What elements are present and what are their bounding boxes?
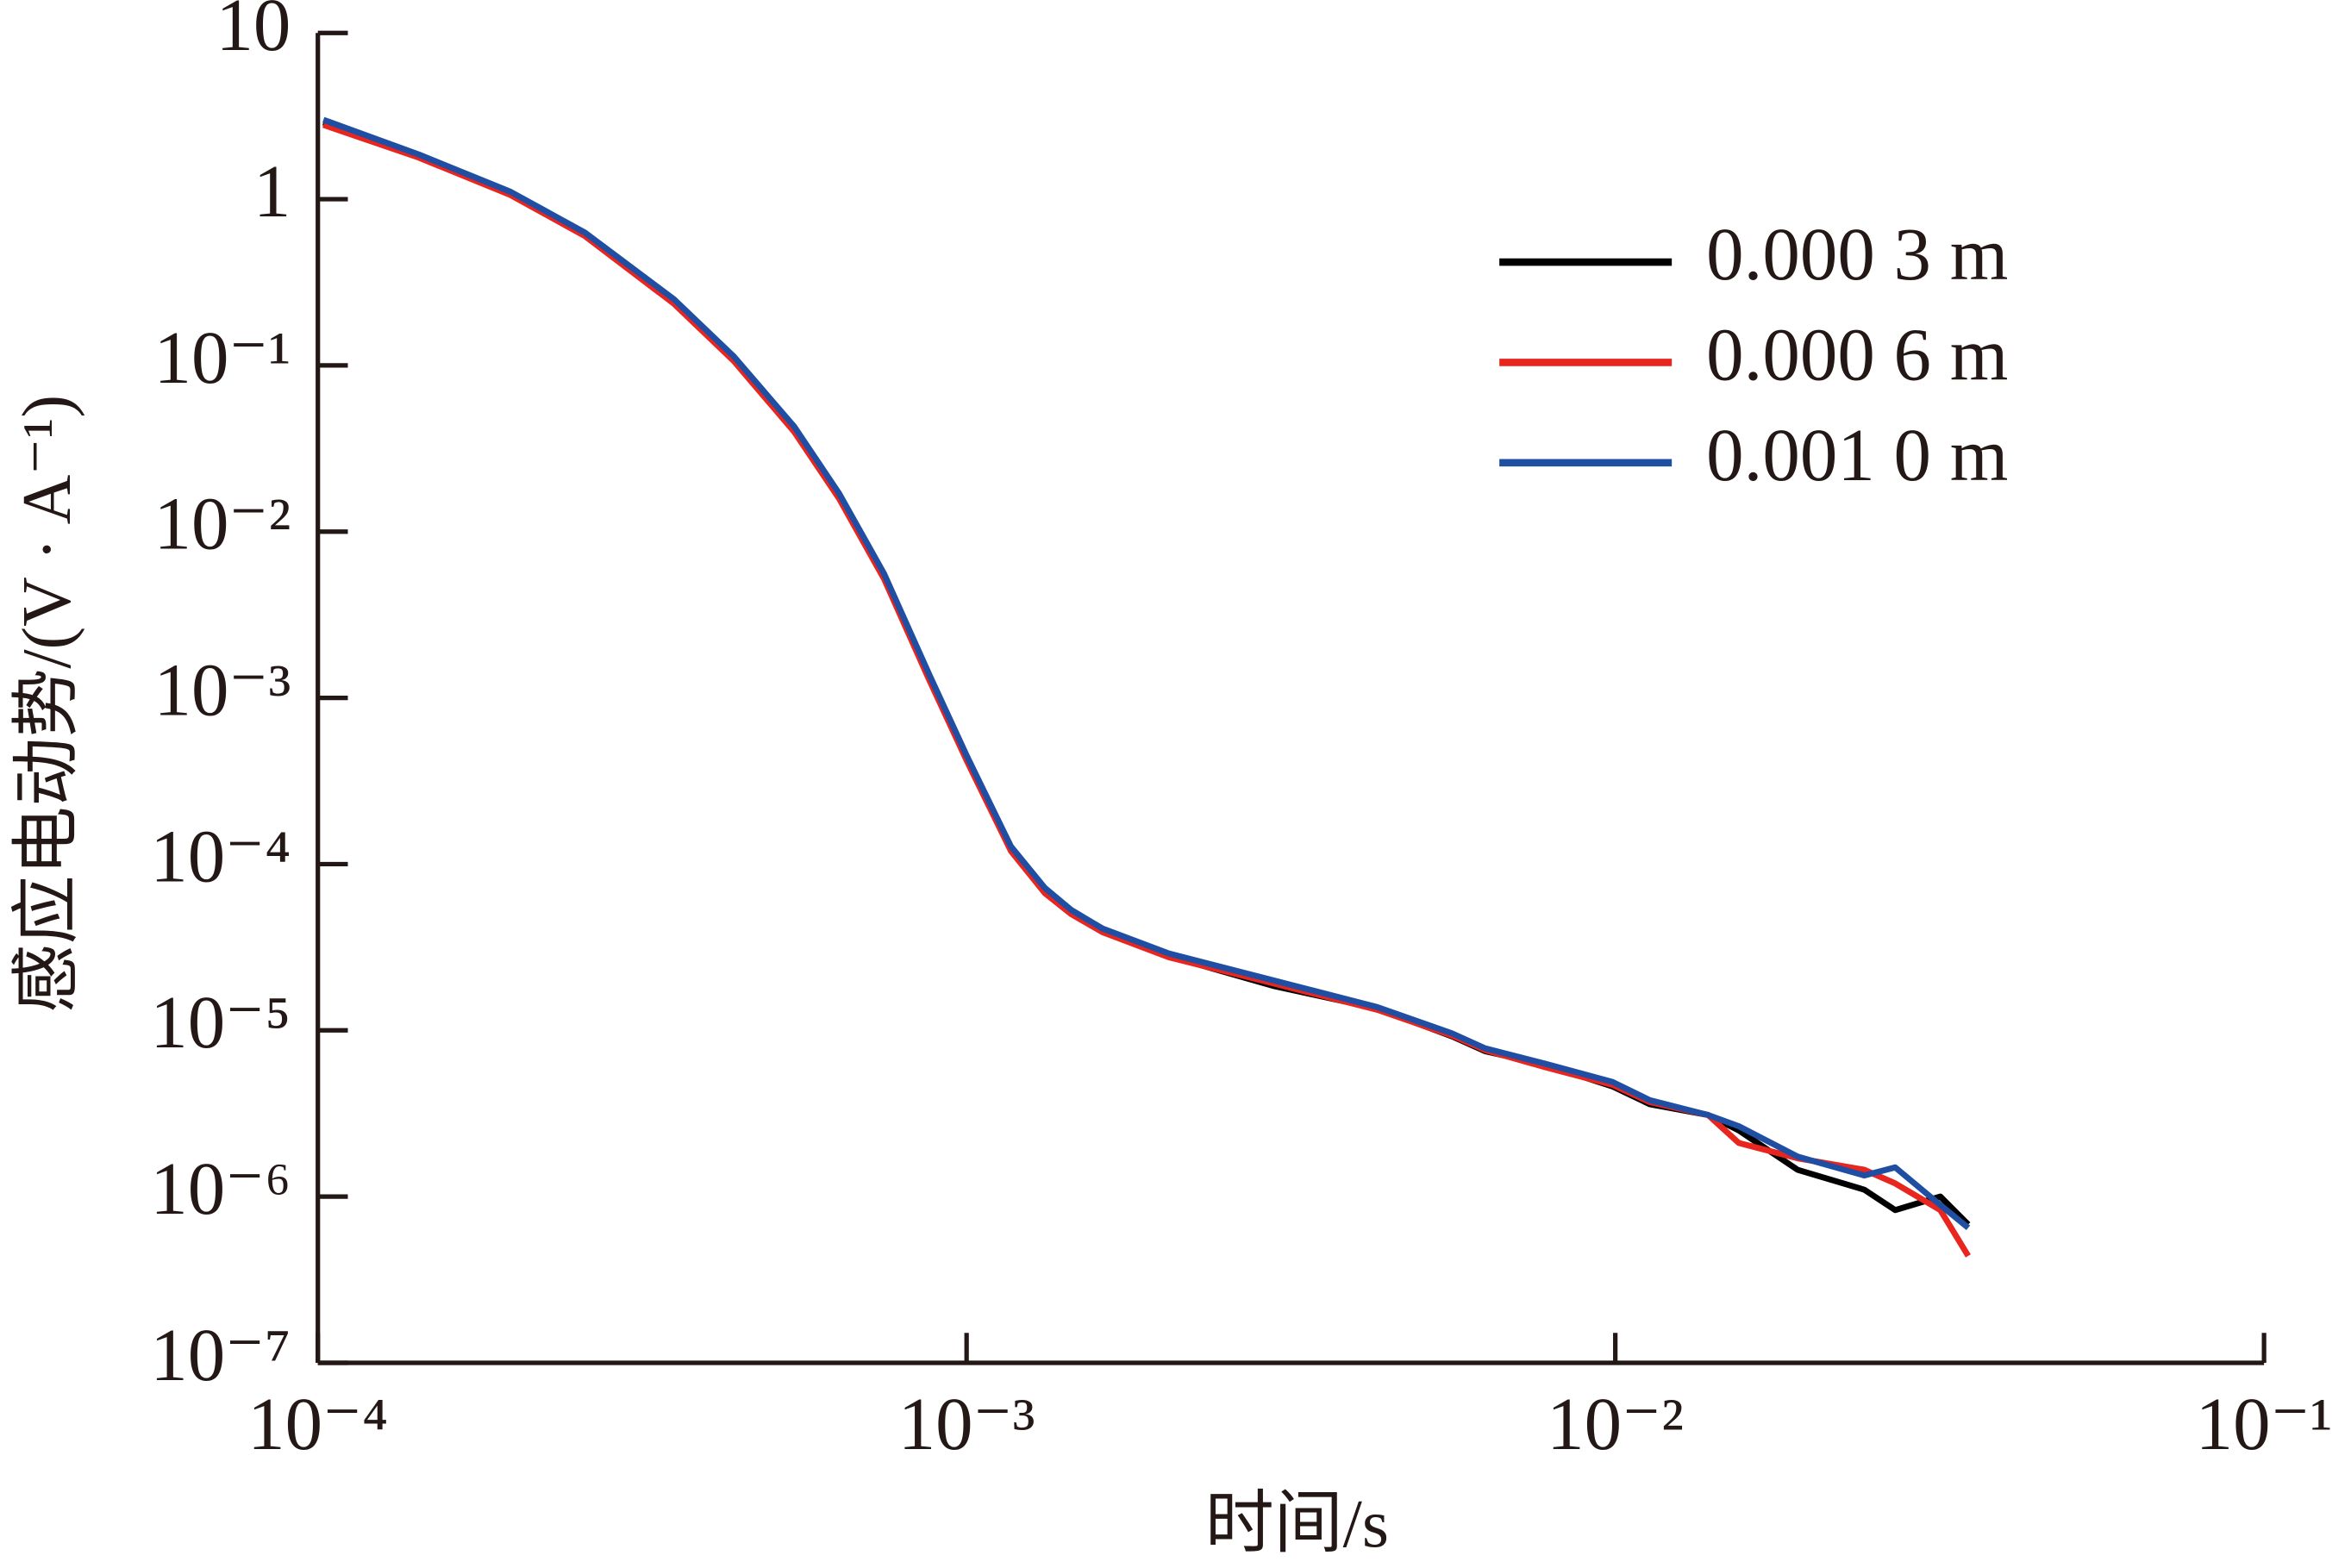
y-tick-label: 10⁻³: [153, 649, 291, 732]
legend-label: 0.000 6 m: [1706, 313, 2008, 396]
x-tick-label: 10⁻¹: [2196, 1383, 2333, 1465]
x-tick-label: 10⁻²: [1547, 1383, 1684, 1465]
y-tick-label: 10⁻²: [153, 483, 291, 565]
y-tick-label: 10: [216, 0, 291, 66]
y-tick-label: 10⁻⁴: [150, 815, 291, 897]
y-tick-label: 10⁻⁷: [150, 1314, 291, 1396]
y-tick-label: 10⁻⁵: [150, 981, 291, 1064]
y-axis-label: 感应电动势/(V · A⁻¹): [9, 395, 85, 1013]
legend-label: 0.001 0 m: [1706, 414, 2008, 497]
y-tick-label: 10⁻¹: [153, 316, 291, 399]
x-axis-label: 时间/s: [1205, 1486, 1389, 1562]
y-tick-label: 10⁻⁶: [150, 1147, 291, 1230]
series-line: [322, 122, 1971, 1258]
x-tick-label: 10⁻⁴: [247, 1383, 388, 1465]
x-tick-label: 10⁻³: [898, 1383, 1035, 1465]
legend-label: 0.000 3 m: [1706, 213, 2008, 296]
y-tick-label: 1: [253, 150, 291, 233]
series-line: [322, 116, 1971, 1230]
